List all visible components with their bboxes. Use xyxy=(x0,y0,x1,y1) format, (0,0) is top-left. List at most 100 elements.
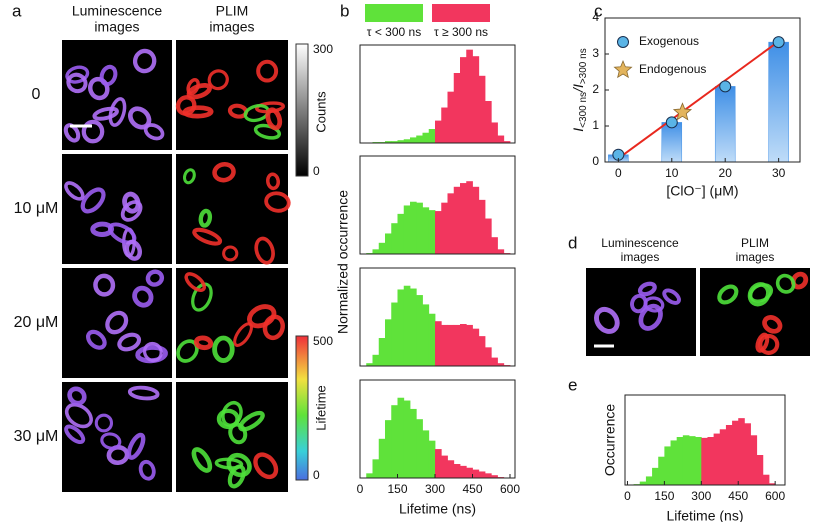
histogram-bar xyxy=(428,210,436,254)
histogram-bar xyxy=(689,436,696,485)
histogram-bar xyxy=(466,181,473,254)
histogram-bar xyxy=(366,363,373,366)
histogram-bar xyxy=(503,141,511,143)
cell xyxy=(117,332,142,352)
histogram-bar xyxy=(491,357,498,366)
histogram-bar xyxy=(422,132,430,143)
cell xyxy=(145,269,165,287)
cell xyxy=(105,310,129,335)
histogram-bar xyxy=(435,449,442,478)
y-tick-label: 2 xyxy=(592,82,599,96)
cell xyxy=(81,119,105,144)
histogram-bar xyxy=(403,205,411,254)
cell xyxy=(124,239,142,261)
cell xyxy=(126,432,146,460)
x-tick-label: 600 xyxy=(500,482,520,496)
row-label: 30 μM xyxy=(14,428,59,445)
histogram-bar xyxy=(652,467,659,485)
histogram-bar xyxy=(769,483,776,485)
histogram-bar xyxy=(466,324,473,366)
histogram-bar xyxy=(378,338,386,366)
x-tick-label: 300 xyxy=(691,489,711,503)
histogram-bar xyxy=(416,202,423,254)
cell xyxy=(638,303,663,331)
histogram-bar xyxy=(435,321,442,366)
cell xyxy=(247,304,277,329)
panel-label: e xyxy=(568,375,577,394)
legend-label: τ < 300 ns xyxy=(367,25,421,39)
colorbar-max: 300 xyxy=(313,42,333,56)
cell xyxy=(762,315,783,334)
colorbar-min: 0 xyxy=(313,164,320,178)
cell xyxy=(142,341,163,363)
cell xyxy=(207,69,229,91)
cell xyxy=(122,191,141,214)
y-tick-label: 3 xyxy=(592,46,599,60)
cell xyxy=(67,386,87,406)
histogram-bar xyxy=(491,122,498,143)
y-tick-label: 1 xyxy=(592,118,599,132)
cell xyxy=(775,273,796,294)
histogram-bar xyxy=(485,101,492,143)
histogram-bar xyxy=(447,193,455,254)
cell xyxy=(184,272,206,292)
histogram-bar xyxy=(485,347,492,366)
x-axis-label: [ClO⁻] (μM) xyxy=(666,183,738,199)
histogram-bar xyxy=(453,464,461,478)
histogram-bar xyxy=(497,249,505,254)
histogram-bar xyxy=(460,183,467,254)
histogram-bar xyxy=(485,473,492,478)
histogram-bar xyxy=(391,223,398,254)
cell xyxy=(63,123,81,143)
histogram-bar xyxy=(725,425,733,485)
histogram-bar xyxy=(441,202,448,254)
cell xyxy=(127,385,160,401)
histogram-bar xyxy=(466,467,473,478)
cell xyxy=(192,227,223,246)
cell xyxy=(191,447,213,473)
x-tick-label: 20 xyxy=(719,166,733,180)
histogram-bar xyxy=(453,73,461,143)
legend-label: Exogenous xyxy=(639,34,699,48)
cell xyxy=(132,48,157,74)
histogram-bar xyxy=(416,419,423,478)
column-header: images xyxy=(94,19,139,35)
histogram-bar xyxy=(378,242,386,254)
histogram-bar xyxy=(738,418,745,485)
histogram-bar xyxy=(701,437,708,485)
column-header: PLIM xyxy=(741,236,769,250)
histogram-bar xyxy=(453,186,461,254)
histogram-bar xyxy=(372,354,380,366)
histogram-bar xyxy=(422,430,430,478)
histogram-bar xyxy=(460,324,467,366)
histogram-bar xyxy=(385,233,392,254)
cell xyxy=(254,236,275,265)
cell xyxy=(64,402,93,429)
histogram-bar xyxy=(378,438,386,478)
cell xyxy=(138,459,156,481)
histogram-bar xyxy=(491,237,498,254)
colorbar-title: Counts xyxy=(313,91,328,133)
column-header: images xyxy=(736,250,775,264)
histogram-bar xyxy=(732,420,739,485)
cell xyxy=(717,284,739,305)
legend-marker xyxy=(617,36,629,48)
histogram-bar xyxy=(372,249,380,254)
y-axis-label: Occurrence xyxy=(602,404,618,477)
cell xyxy=(86,329,107,350)
histogram-bar xyxy=(410,288,417,366)
histogram-bar xyxy=(416,135,423,143)
cell xyxy=(92,106,119,121)
plot-frame xyxy=(359,267,516,367)
histogram-bar xyxy=(385,420,392,478)
fit-line xyxy=(617,40,780,160)
histogram-bar xyxy=(664,446,671,485)
histogram-bar xyxy=(372,459,380,478)
column-header: PLIM xyxy=(216,3,249,19)
cell xyxy=(264,191,291,213)
cell xyxy=(266,172,281,191)
cell xyxy=(256,59,279,83)
cell xyxy=(143,123,165,141)
cell xyxy=(227,464,246,489)
